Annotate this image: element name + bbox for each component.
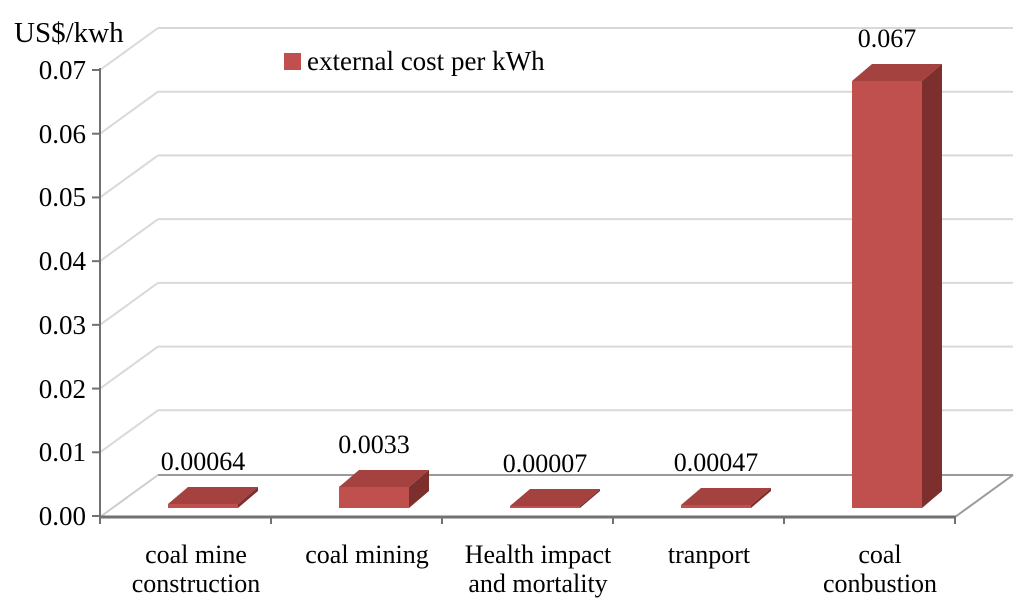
category-label-line: and mortality xyxy=(468,569,608,598)
category-label-line: conbustion xyxy=(822,569,938,598)
bar-side xyxy=(922,64,942,508)
y-axis-title: US$/kwh xyxy=(14,17,124,49)
bar-front xyxy=(681,505,751,508)
gridline-diagonal xyxy=(99,154,159,199)
y-tick-label: 0.01 xyxy=(38,437,86,468)
category-label-line: tranport xyxy=(667,540,751,569)
category-label-line: Health impact xyxy=(464,540,612,569)
bar-side xyxy=(238,487,258,508)
y-tick-label: 0.02 xyxy=(38,373,86,404)
bar-side xyxy=(580,489,600,508)
gridline-diagonal xyxy=(99,90,159,135)
floor-right-edge xyxy=(954,474,1014,518)
legend-swatch-icon xyxy=(284,52,301,70)
category-label: Health impact and mortality xyxy=(438,540,638,598)
legend: external cost per kWh xyxy=(284,47,545,75)
category-label: coal mine construction xyxy=(96,540,296,598)
y-tick-label: 0.05 xyxy=(38,182,86,213)
y-tick-label: 0.04 xyxy=(38,246,86,277)
bar-front xyxy=(168,504,238,508)
gridline-diagonal xyxy=(99,218,159,262)
bar-top xyxy=(168,487,258,504)
y-tick-label: 0.07 xyxy=(38,55,86,85)
bar-top xyxy=(510,489,600,506)
bar-front xyxy=(852,81,922,508)
bar-top xyxy=(852,64,942,81)
bar-value-label: 0.067 xyxy=(857,24,917,53)
bar-top xyxy=(681,488,771,505)
category-label: coal mining xyxy=(267,540,467,569)
category-label-line: coal xyxy=(858,540,902,569)
category-label-line: construction xyxy=(131,569,261,598)
gridline-diagonal xyxy=(99,282,159,326)
gridline-diagonal xyxy=(99,27,159,71)
gridline-diagonal xyxy=(99,345,159,390)
floor-left-edge xyxy=(99,474,159,518)
bar-front xyxy=(339,487,409,508)
bar-top xyxy=(339,470,429,487)
bar-side xyxy=(409,470,429,508)
y-tick-label: 0.00 xyxy=(38,501,86,531)
bar-side xyxy=(751,488,771,508)
gridline-diagonal xyxy=(99,409,159,454)
bar-value-label: 0.00007 xyxy=(502,449,588,478)
category-label-line: coal mining xyxy=(305,540,429,569)
category-label: coal conbustion xyxy=(780,540,980,598)
bar-value-label: 0.00064 xyxy=(160,447,246,476)
category-label: tranport xyxy=(609,540,809,569)
legend-label: external cost per kWh xyxy=(307,46,545,76)
bar-value-label: 0.00047 xyxy=(673,448,759,477)
y-tick-label: 0.03 xyxy=(38,309,86,340)
y-tick-label: 0.06 xyxy=(38,118,86,149)
bar-front xyxy=(510,506,580,508)
category-label-line: coal mine xyxy=(145,540,247,569)
bar-value-label: 0.0033 xyxy=(338,430,410,459)
